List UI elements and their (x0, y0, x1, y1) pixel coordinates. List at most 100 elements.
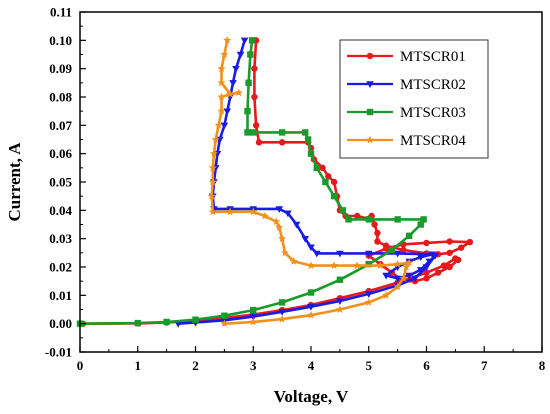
data-point-mtscr04 (211, 135, 220, 143)
data-point-mtscr01 (446, 249, 453, 257)
data-point-mtscr04 (335, 305, 344, 313)
x-tick-label: 2 (192, 358, 199, 373)
data-point-mtscr01 (354, 212, 361, 220)
data-point-mtscr03 (388, 246, 396, 254)
y-tick-label: 0.10 (49, 33, 72, 48)
y-tick-label: 0.09 (49, 61, 72, 76)
data-point-mtscr02 (174, 320, 182, 328)
data-point-mtscr04 (234, 88, 243, 97)
x-tick-label: 7 (481, 358, 488, 373)
legend: MTSCR01 MTSCR02 MTSCR03 MTSCR04 (339, 39, 489, 159)
data-point-mtscr03 (250, 129, 257, 136)
data-point-mtscr04 (208, 207, 217, 216)
data-point-mtscr03 (365, 216, 372, 223)
data-point-mtscr02 (229, 80, 237, 87)
x-axis-title: Voltage, V (274, 387, 349, 406)
x-tick-label: 3 (250, 358, 257, 373)
legend-item-mtscr01: MTSCR01 (347, 49, 466, 65)
y-tick-label: 0.11 (50, 5, 72, 20)
data-point-mtscr02 (336, 250, 344, 258)
data-point-mtscr01 (382, 242, 390, 249)
data-point-mtscr01 (330, 178, 338, 186)
data-point-mtscr01 (325, 173, 332, 180)
data-point-mtscr04 (226, 89, 235, 98)
data-point-mtscr02 (416, 267, 425, 274)
data-point-mtscr01 (251, 93, 258, 101)
data-point-mtscr03 (244, 107, 251, 115)
data-point-mtscr04 (208, 177, 217, 186)
data-point-mtscr04 (217, 92, 226, 101)
data-point-mtscr03 (245, 79, 252, 87)
y-tick-label: 0.05 (49, 175, 72, 190)
series-mtscr04 (207, 36, 414, 328)
data-point-mtscr03 (278, 129, 286, 136)
data-point-mtscr02 (393, 275, 402, 283)
data-point-mtscr04 (217, 64, 226, 73)
data-point-mtscr02 (411, 275, 419, 283)
data-point-mtscr01 (374, 238, 381, 245)
y-tick-label: 0.01 (49, 288, 72, 303)
legend-box (339, 39, 489, 159)
data-point-mtscr02 (240, 37, 249, 45)
data-point-mtscr01 (251, 65, 258, 72)
y-tick-label: -0.01 (45, 345, 72, 360)
data-point-mtscr04 (214, 121, 223, 129)
data-point-mtscr01 (466, 238, 474, 246)
series-layer (76, 36, 474, 328)
y-tick-label: 0.02 (49, 260, 72, 275)
data-point-mtscr01 (400, 246, 407, 254)
data-point-mtscr03 (313, 164, 320, 172)
data-point-mtscr03 (405, 232, 413, 240)
x-tick-label: 4 (308, 358, 315, 373)
data-point-mtscr01 (457, 244, 465, 251)
data-point-mtscr03 (250, 306, 257, 314)
data-point-mtscr02 (416, 254, 425, 262)
data-point-mtscr02 (236, 51, 245, 59)
data-point-mtscr04 (207, 191, 216, 200)
data-point-mtscr02 (422, 264, 431, 271)
data-point-mtscr04 (399, 274, 408, 282)
legend-item-mtscr03: MTSCR03 (347, 105, 466, 121)
data-point-mtscr03 (192, 316, 199, 323)
data-point-mtscr02 (232, 65, 240, 73)
legend-label: MTSCR02 (400, 77, 466, 93)
legend-marker (366, 135, 374, 144)
data-point-mtscr03 (247, 51, 254, 58)
data-point-mtscr02 (312, 250, 321, 258)
x-tick-label: 6 (423, 358, 430, 373)
data-point-mtscr04 (364, 298, 373, 306)
data-point-mtscr03 (244, 129, 251, 136)
y-tick-label: 0.08 (49, 90, 72, 105)
data-point-mtscr04 (307, 310, 315, 319)
y-axis-title: Current, A (5, 142, 24, 222)
data-point-mtscr01 (423, 269, 430, 276)
data-point-mtscr03 (345, 216, 352, 223)
data-point-mtscr03 (163, 318, 170, 326)
data-point-mtscr04 (278, 234, 287, 243)
data-point-mtscr01 (319, 164, 326, 172)
x-tick-label: 8 (539, 358, 546, 373)
data-point-mtscr04 (289, 257, 298, 265)
data-point-mtscr02 (425, 258, 434, 266)
data-point-mtscr01 (278, 139, 286, 146)
series-mtscr02 (174, 37, 439, 328)
data-point-mtscr01 (440, 262, 448, 269)
data-point-mtscr04 (249, 317, 258, 326)
data-point-mtscr03 (394, 216, 401, 223)
x-ticks: 0 1 2 3 4 5 6 7 8 (77, 346, 546, 373)
data-point-mtscr03 (330, 192, 338, 200)
data-point-mtscr01 (255, 139, 263, 146)
legend-item-mtscr04: MTSCR04 (347, 133, 466, 149)
data-point-mtscr04 (353, 261, 362, 269)
data-point-mtscr04 (209, 149, 218, 158)
data-point-mtscr04 (376, 261, 385, 269)
x-tick-label: 0 (77, 358, 84, 373)
data-point-mtscr02 (275, 206, 284, 213)
legend-marker (366, 81, 374, 88)
data-point-mtscr03 (417, 221, 424, 228)
data-point-mtscr02 (364, 291, 373, 298)
data-point-mtscr02 (301, 235, 310, 243)
data-point-mtscr04 (220, 50, 229, 58)
data-point-mtscr02 (405, 272, 413, 280)
